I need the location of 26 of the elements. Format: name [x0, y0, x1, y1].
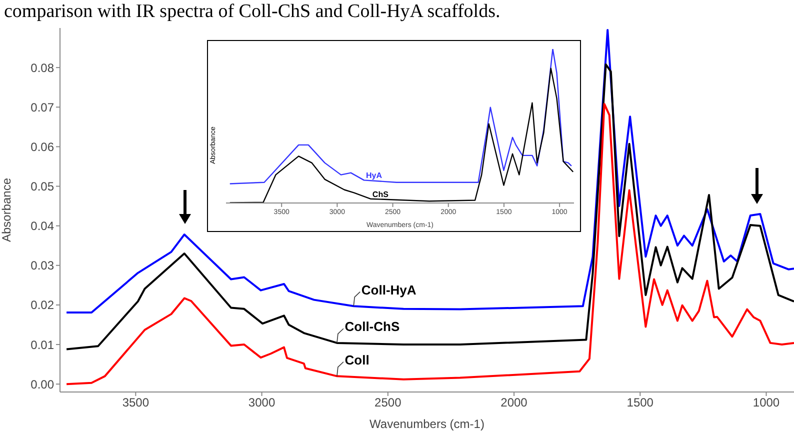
x-tick-label: 2000 [500, 396, 528, 410]
x-tick-label: 2500 [374, 396, 402, 410]
x-tick-label: 1500 [626, 396, 654, 410]
chart-title: comparison with IR spectra of Coll-ChS and Coll-HyA scaffolds. [3, 0, 502, 24]
x-tick-label: 3000 [248, 396, 276, 410]
y-tick-label: 0.07 [30, 100, 54, 114]
x-tick-label: 1000 [752, 396, 780, 410]
line-series [66, 63, 794, 350]
series-label: HyA [366, 171, 382, 180]
series-label: ChS [372, 190, 390, 199]
series-label: Coll-ChS [344, 319, 400, 334]
line-series [66, 28, 794, 314]
y-tick-label: 0.01 [30, 338, 54, 352]
y-tick-label: 0.06 [30, 140, 54, 154]
y-tick-label: 0.04 [30, 219, 54, 234]
y-tick-label: 0.03 [30, 258, 54, 273]
y-tick-label: 0.00 [30, 377, 54, 392]
line-series [66, 102, 794, 386]
y-axis-title: Absorbance [0, 178, 14, 242]
y-tick-label: 0.05 [30, 180, 54, 194]
series-label: Coll [344, 352, 370, 368]
x-axis-title: Wavenumbers (cm-1) [370, 417, 484, 431]
x-tick-label: 3500 [122, 396, 150, 410]
y-tick-label: 0.08 [30, 60, 54, 75]
y-tick-label: 0.02 [30, 298, 54, 312]
series-label: Coll-HyA [361, 282, 417, 298]
